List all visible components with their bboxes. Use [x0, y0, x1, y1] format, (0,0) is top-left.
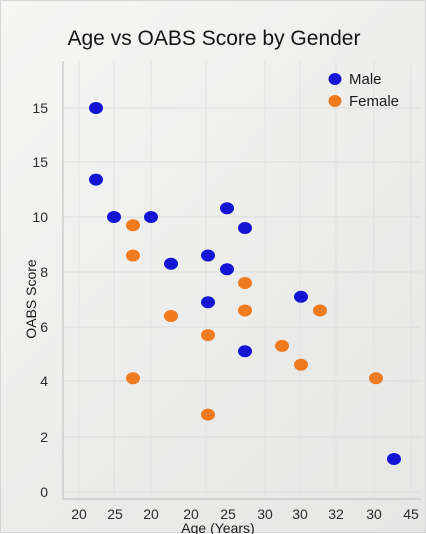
male-point	[144, 211, 158, 223]
y-tick-label: 15	[32, 154, 48, 170]
grid-lines	[63, 61, 421, 499]
x-axis-ticks: 20 25 20 20 25 30 30 32 30 45	[71, 506, 419, 522]
male-point	[107, 211, 121, 223]
axes	[62, 61, 421, 500]
y-tick-label: 0	[40, 484, 48, 500]
chart-title: Age vs OABS Score by Gender	[67, 27, 361, 50]
male-point	[294, 290, 308, 303]
y-axis-ticks: 0 2 4 6 8 10 15 15	[32, 100, 48, 500]
y-axis-label: OABS Score	[23, 259, 39, 339]
female-point	[201, 408, 215, 421]
female-point	[126, 372, 140, 385]
male-legend-label: Male	[349, 71, 382, 88]
y-tick-label: 8	[40, 264, 48, 280]
legend: Male Female	[328, 71, 399, 110]
female-point	[369, 372, 383, 385]
male-point	[89, 173, 103, 186]
x-tick-label: 20	[71, 506, 87, 522]
male-point	[238, 222, 252, 234]
x-tick-label: 30	[292, 506, 308, 522]
y-tick-label: 4	[40, 373, 48, 389]
male-point	[238, 345, 252, 358]
female-point	[294, 358, 308, 371]
male-point	[201, 296, 215, 309]
y-tick-label: 10	[32, 209, 48, 225]
male-point	[164, 257, 178, 270]
female-point	[275, 339, 289, 352]
x-tick-label: 25	[107, 506, 123, 522]
female-point	[201, 329, 215, 342]
x-axis-label: Age (Years)	[181, 520, 254, 534]
female-point	[126, 219, 140, 232]
male-point	[201, 249, 215, 262]
female-point	[313, 304, 327, 317]
x-tick-label: 32	[328, 506, 344, 522]
x-tick-label: 25	[220, 506, 236, 522]
y-tick-label: 15	[32, 100, 48, 116]
x-tick-label: 30	[257, 506, 273, 522]
male-point	[387, 453, 401, 465]
male-point	[220, 263, 234, 276]
male-point	[89, 102, 103, 114]
data-points	[89, 102, 401, 465]
female-legend-label: Female	[349, 93, 399, 110]
x-tick-label: 45	[403, 506, 419, 522]
male-legend-marker	[328, 73, 342, 85]
female-legend-marker	[328, 95, 342, 107]
female-point	[164, 310, 178, 322]
x-tick-label: 30	[366, 506, 382, 522]
female-point	[238, 277, 252, 289]
female-point	[238, 304, 252, 317]
y-tick-label: 6	[40, 319, 48, 335]
y-tick-label: 2	[40, 429, 48, 445]
x-tick-label: 20	[183, 506, 199, 522]
female-point	[126, 249, 140, 262]
x-tick-label: 20	[143, 506, 159, 522]
male-point	[220, 202, 234, 215]
